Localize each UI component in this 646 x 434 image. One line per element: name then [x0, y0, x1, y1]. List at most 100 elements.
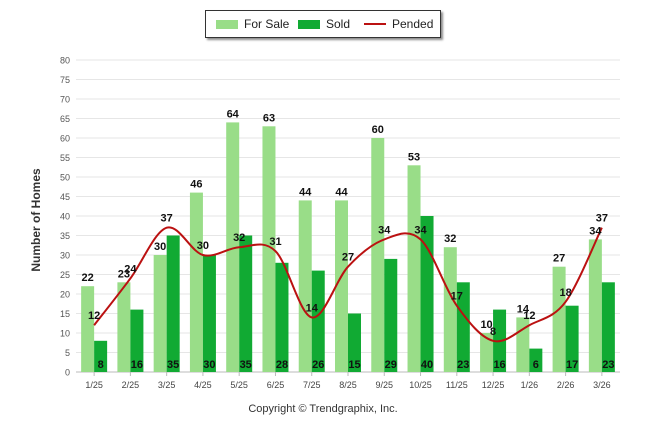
- bar-for-sale: [189, 192, 203, 372]
- x-tick-label: 3/26: [593, 380, 611, 390]
- x-tick-label: 5/25: [230, 380, 248, 390]
- bar-sold: [420, 216, 434, 372]
- x-tick-label: 8/25: [339, 380, 357, 390]
- bar-sold: [202, 255, 216, 372]
- legend-label-sold: Sold: [326, 17, 351, 31]
- bar-for-sale: [552, 266, 566, 372]
- x-tick-label: 12/25: [482, 380, 505, 390]
- y-axis-title: Number of Homes: [29, 168, 43, 272]
- x-tick-label: 2/26: [557, 380, 575, 390]
- y-tick-label: 25: [60, 270, 70, 280]
- bar-sold: [529, 348, 543, 372]
- label-for-sale: 30: [154, 241, 166, 253]
- label-pended: 24: [124, 263, 137, 275]
- label-sold: 6: [533, 359, 539, 371]
- legend-swatch-for-sale: [216, 20, 238, 29]
- y-tick-label: 55: [60, 153, 70, 163]
- y-tick-label: 70: [60, 95, 70, 105]
- x-tick-label: 11/25: [446, 380, 468, 390]
- label-sold: 16: [131, 359, 143, 371]
- label-sold: 30: [203, 359, 215, 371]
- bar-sold: [275, 262, 289, 372]
- y-tick-label: 30: [60, 251, 70, 261]
- legend: For Sale Sold Pended: [205, 10, 441, 38]
- label-sold: 16: [493, 359, 505, 371]
- bar-sold: [130, 309, 144, 372]
- bar-for-sale: [117, 282, 131, 372]
- label-for-sale: 63: [263, 112, 275, 124]
- bar-sold: [94, 340, 108, 372]
- legend-label-pended: Pended: [392, 17, 434, 31]
- y-tick-label: 15: [60, 309, 70, 319]
- label-for-sale: 64: [227, 108, 240, 120]
- bar-sold: [166, 235, 180, 372]
- label-for-sale: 23: [118, 268, 130, 280]
- y-tick-label: 10: [60, 329, 70, 339]
- label-pended: 34: [378, 224, 391, 236]
- y-tick-label: 5: [65, 348, 70, 358]
- label-sold: 35: [240, 359, 252, 371]
- x-tick-label: 1/25: [85, 380, 103, 390]
- legend-line-pended: [364, 23, 386, 25]
- label-sold: 23: [602, 359, 614, 371]
- legend-label-for-sale: For Sale: [244, 17, 290, 31]
- bar-for-sale: [81, 286, 95, 372]
- legend-swatch-sold: [298, 20, 320, 29]
- bar-for-sale: [298, 200, 312, 372]
- bar-sold: [565, 305, 579, 372]
- label-pended: 30: [197, 240, 209, 252]
- x-tick-label: 2/25: [122, 380, 140, 390]
- label-for-sale: 32: [444, 233, 456, 245]
- bar-for-sale: [226, 122, 240, 373]
- label-for-sale: 10: [480, 319, 492, 331]
- bar-sold: [456, 282, 470, 372]
- line-pended: [93, 226, 603, 343]
- label-sold: 17: [566, 359, 578, 371]
- label-pended: 8: [490, 326, 496, 338]
- bar-for-sale: [262, 126, 276, 372]
- label-for-sale: 44: [335, 186, 348, 198]
- bar-sold: [601, 282, 615, 372]
- y-tick-label: 80: [60, 56, 70, 66]
- label-pended: 34: [414, 224, 427, 236]
- label-pended: 32: [233, 232, 245, 244]
- bar-for-sale: [153, 255, 167, 372]
- bar-for-sale: [443, 247, 457, 372]
- y-tick-label: 40: [60, 212, 70, 222]
- bar-for-sale: [480, 333, 494, 372]
- x-tick-label: 3/25: [158, 380, 176, 390]
- label-sold: 15: [348, 359, 360, 371]
- bar-for-sale: [371, 138, 385, 372]
- label-sold: 40: [421, 359, 433, 371]
- x-tick-label: 10/25: [409, 380, 432, 390]
- bar-sold: [239, 235, 253, 372]
- label-pended: 27: [342, 252, 354, 264]
- y-tick-label: 0: [65, 368, 70, 378]
- label-pended: 37: [596, 213, 608, 225]
- label-for-sale: 53: [408, 151, 420, 163]
- x-tick-label: 4/25: [194, 380, 212, 390]
- label-for-sale: 44: [299, 186, 312, 198]
- label-for-sale: 22: [82, 272, 94, 284]
- y-tick-label: 35: [60, 231, 70, 241]
- label-pended: 37: [161, 213, 173, 225]
- bar-for-sale: [588, 239, 602, 372]
- y-tick-label: 60: [60, 134, 70, 144]
- y-tick-label: 50: [60, 173, 70, 183]
- label-sold: 29: [385, 359, 397, 371]
- x-tick-label: 6/25: [267, 380, 285, 390]
- label-sold: 23: [457, 359, 469, 371]
- label-for-sale: 46: [190, 179, 202, 191]
- label-for-sale: 34: [589, 225, 602, 237]
- label-pended: 14: [306, 302, 319, 314]
- y-tick-label: 45: [60, 192, 70, 202]
- label-pended: 12: [88, 310, 100, 322]
- label-sold: 26: [312, 359, 324, 371]
- label-for-sale: 60: [372, 124, 384, 136]
- bar-for-sale: [335, 200, 348, 372]
- bar-sold: [384, 258, 398, 372]
- label-sold: 35: [167, 359, 179, 371]
- y-tick-label: 75: [60, 75, 70, 85]
- y-tick-label: 65: [60, 114, 70, 124]
